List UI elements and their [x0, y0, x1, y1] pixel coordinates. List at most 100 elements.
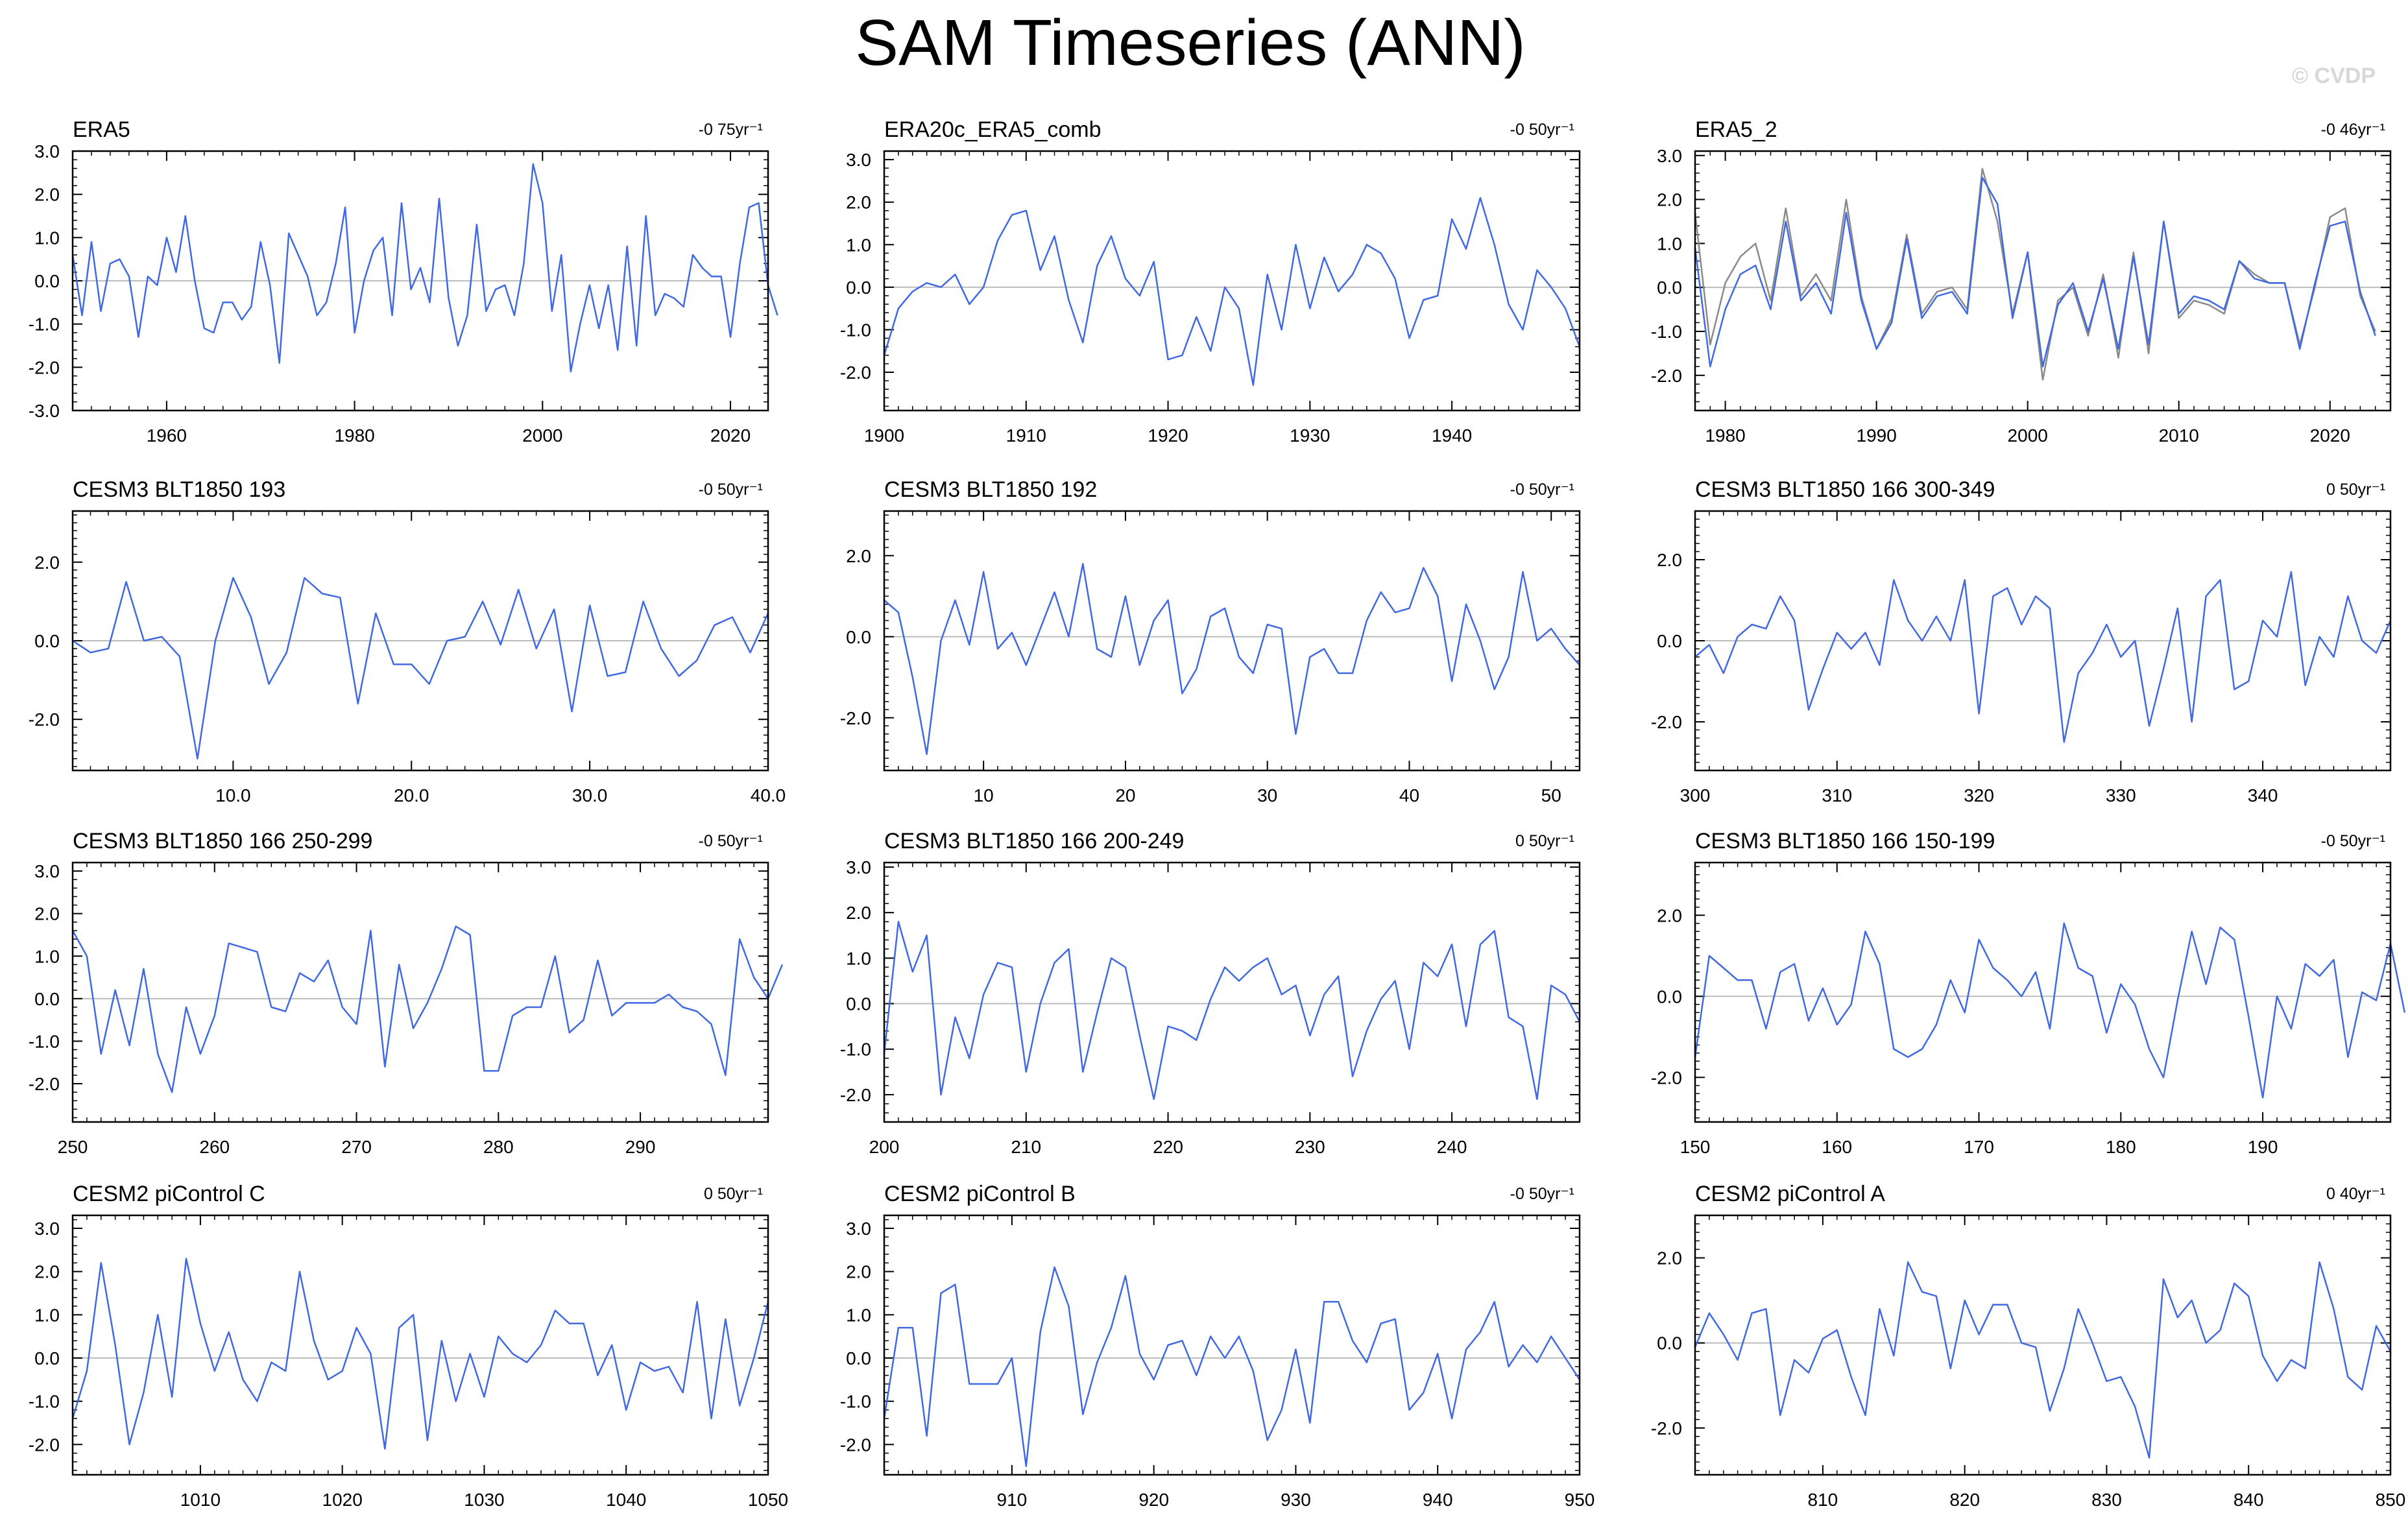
- plot-frame: [883, 150, 1581, 412]
- plot-frame: [883, 510, 1581, 772]
- y-tick-label: -1.0: [840, 1392, 871, 1412]
- x-tick-label: 2010: [2159, 425, 2199, 446]
- x-tick-label: 2020: [2310, 425, 2350, 446]
- panel-7: CESM3 BLT1850 166 200-249 0 50yr⁻¹ 200 210 2…: [840, 829, 1581, 1157]
- panel-5: CESM3 BLT1850 166 300-349 0 50yr⁻¹ 300 310 3…: [1651, 477, 2392, 805]
- y-tick-label: 3.0: [34, 141, 60, 161]
- series-line-primary: [71, 1258, 769, 1450]
- y-tick-label: 2.0: [34, 553, 60, 573]
- y-tick-label: 2.0: [1657, 550, 1682, 570]
- plot-frame: [1694, 150, 2392, 412]
- x-tick-label: 1990: [1857, 425, 1897, 446]
- y-tick-label: 0.0: [846, 278, 871, 298]
- y-tick-label: 1.0: [846, 948, 871, 968]
- x-tick-label: 810: [1808, 1490, 1838, 1510]
- y-tick-label: -2.0: [840, 363, 871, 383]
- panel-title: CESM2 piControl C: [73, 1182, 265, 1206]
- cvdp-watermark: © CVDP: [2292, 64, 2376, 88]
- y-tick-label: 2.0: [846, 546, 871, 566]
- panel-title: ERA20c_ERA5_comb: [884, 117, 1102, 142]
- panel-title: CESM3 BLT1850 193: [73, 477, 285, 502]
- trend-label: -0 50yr⁻¹: [2321, 832, 2385, 850]
- x-tick-label: 180: [2106, 1137, 2136, 1157]
- series-line-primary: [883, 197, 1581, 386]
- x-tick-label: 30: [1257, 785, 1277, 805]
- x-tick-label: 270: [341, 1137, 372, 1157]
- y-tick-label: 3.0: [34, 861, 60, 881]
- y-tick-label: -2.0: [29, 357, 60, 377]
- plot-frame: [71, 1214, 769, 1476]
- y-tick-label: 3.0: [846, 857, 871, 877]
- plot-frame: [71, 150, 769, 412]
- x-tick-label: 2000: [522, 425, 562, 446]
- panel-title: CESM3 BLT1850 192: [884, 477, 1097, 502]
- y-tick-label: 0.0: [1657, 631, 1682, 651]
- trend-label: -0 50yr⁻¹: [1510, 481, 1574, 499]
- panel-1: ERA20c_ERA5_comb -0 50yr⁻¹ 1900 1910 1920 193…: [840, 117, 1581, 446]
- x-tick-label: 1940: [1432, 425, 1472, 446]
- y-tick-label: 1.0: [846, 235, 871, 255]
- y-tick-label: 2.0: [1657, 190, 1682, 210]
- series-line-primary: [71, 925, 784, 1093]
- y-tick-label: 2.0: [846, 1262, 871, 1282]
- plot-frame: [1694, 510, 2392, 772]
- x-tick-label: 30.0: [572, 785, 608, 805]
- y-tick-label: -1.0: [29, 1392, 60, 1412]
- plot-frame: [71, 861, 769, 1123]
- panel-title: CESM3 BLT1850 166 150-199: [1695, 829, 1995, 853]
- panel-title: CESM3 BLT1850 166 300-349: [1695, 477, 1995, 502]
- x-tick-label: 10: [974, 785, 994, 805]
- trend-label: -0 50yr⁻¹: [699, 481, 763, 499]
- y-tick-label: 0.0: [846, 994, 871, 1014]
- y-tick-label: 3.0: [1657, 146, 1682, 166]
- panel-2: ERA5_2 -0 46yr⁻¹ 1980 1990 2000 2010 2020 -2.0 -…: [1651, 117, 2392, 446]
- panel-9: CESM2 piControl C 0 50yr⁻¹ 1010 1020 1030 104…: [29, 1182, 788, 1510]
- panel-11: CESM2 piControl A 0 40yr⁻¹ 810 820 830 840 850…: [1651, 1182, 2406, 1510]
- x-tick-label: 1980: [1705, 425, 1745, 446]
- series-line-primary: [883, 920, 1581, 1101]
- figure-title: SAM Timeseries (ANN): [855, 6, 1525, 79]
- x-tick-label: 1050: [748, 1490, 788, 1510]
- y-tick-label: -3.0: [29, 401, 60, 421]
- trend-label: 0 50yr⁻¹: [704, 1185, 763, 1203]
- x-tick-label: 150: [1680, 1137, 1711, 1157]
- trend-label: -0 50yr⁻¹: [699, 832, 763, 850]
- panel-title: CESM2 piControl B: [884, 1182, 1076, 1206]
- y-tick-label: 2.0: [1657, 905, 1682, 925]
- x-tick-label: 310: [1822, 785, 1852, 805]
- trend-label: -0 46yr⁻¹: [2321, 121, 2385, 139]
- trend-label: 0 50yr⁻¹: [1515, 832, 1574, 850]
- panel-10: CESM2 piControl B -0 50yr⁻¹ 910 920 930 940 95…: [840, 1182, 1595, 1510]
- x-tick-label: 1040: [606, 1490, 646, 1510]
- y-tick-label: 3.0: [846, 1219, 871, 1239]
- y-tick-label: 0.0: [34, 989, 60, 1009]
- y-tick-label: 2.0: [846, 903, 871, 923]
- x-tick-label: 2020: [710, 425, 751, 446]
- y-tick-label: 1.0: [846, 1305, 871, 1325]
- y-tick-label: 3.0: [34, 1219, 60, 1239]
- panel-3: CESM3 BLT1850 193 -0 50yr⁻¹ 10.0 20.0 30.0 40…: [29, 477, 786, 805]
- y-tick-label: -2.0: [29, 1435, 60, 1455]
- y-tick-label: 0.0: [1657, 986, 1682, 1007]
- y-tick-label: -2.0: [840, 1085, 871, 1105]
- series-line-primary: [1694, 922, 2406, 1099]
- y-tick-label: -1.0: [29, 1031, 60, 1051]
- y-tick-label: -1.0: [29, 315, 60, 335]
- panel-title: CESM2 piControl A: [1695, 1182, 1885, 1206]
- x-tick-label: 340: [2248, 785, 2278, 805]
- series-line-primary: [71, 163, 778, 373]
- plot-frame: [883, 861, 1581, 1123]
- y-tick-label: 2.0: [34, 185, 60, 205]
- x-tick-label: 1020: [322, 1490, 363, 1510]
- panel-title: CESM3 BLT1850 166 200-249: [884, 829, 1184, 853]
- x-tick-label: 40: [1399, 785, 1419, 805]
- x-tick-label: 320: [1964, 785, 1994, 805]
- y-tick-label: 0.0: [1657, 1333, 1682, 1353]
- panel-title: ERA5: [73, 117, 130, 142]
- x-tick-label: 1030: [464, 1490, 504, 1510]
- series-line-primary: [1694, 571, 2392, 743]
- x-tick-label: 230: [1295, 1137, 1325, 1157]
- y-tick-label: -2.0: [1651, 1418, 1682, 1438]
- x-tick-label: 1980: [334, 425, 374, 446]
